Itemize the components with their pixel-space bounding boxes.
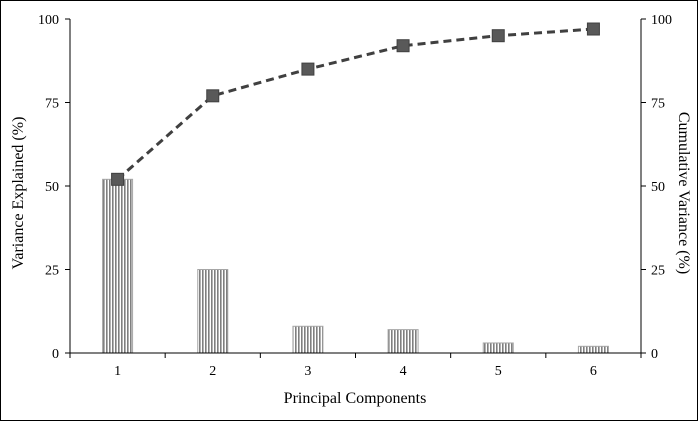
x-tick-label-6: 6: [590, 364, 597, 379]
y2-tick-label-100: 100: [651, 13, 672, 28]
y2-tick-label-25: 25: [651, 264, 665, 279]
bar-1: [102, 178, 134, 354]
y-tick-label-25: 25: [45, 264, 59, 279]
tick-labels-layer: 0 25 50 75 100 0 25 50 75 100 1 2 3 4 5 6: [38, 13, 672, 379]
bar-2: [197, 269, 229, 354]
bar-3: [292, 325, 324, 354]
y2-axis-title: Cumulative Variance (%): [675, 112, 692, 274]
x-tick-label-4: 4: [400, 364, 407, 379]
cumulative-point-4: [396, 39, 410, 53]
x-axis-title: Principal Components: [284, 390, 427, 407]
y-tick-label-50: 50: [45, 180, 59, 195]
cumulative-point-3: [301, 62, 315, 76]
x-tick-label-1: 1: [114, 364, 121, 379]
y-tick-label-0: 0: [52, 347, 59, 362]
bar-5: [482, 342, 514, 354]
cumulative-point-6: [586, 22, 600, 36]
y-tick-label-75: 75: [45, 97, 59, 112]
cumulative-line: [116, 27, 594, 181]
axes-layer: [65, 18, 646, 358]
x-tick-label-2: 2: [209, 364, 216, 379]
y2-tick-label-50: 50: [651, 180, 665, 195]
y2-tick-label-75: 75: [651, 97, 665, 112]
y2-tick-label-0: 0: [651, 347, 658, 362]
cumulative-line-layer: [111, 22, 600, 186]
cumulative-point-5: [491, 29, 505, 43]
y-axis-title: Variance Explained (%): [10, 117, 27, 270]
x-tick-label-3: 3: [304, 364, 311, 379]
cumulative-point-1: [111, 172, 125, 186]
x-tick-label-5: 5: [495, 364, 502, 379]
bar-6: [577, 345, 609, 354]
y-tick-label-100: 100: [38, 13, 59, 28]
bars-layer: [102, 178, 609, 354]
bar-4: [387, 329, 419, 354]
cumulative-point-2: [206, 89, 220, 103]
